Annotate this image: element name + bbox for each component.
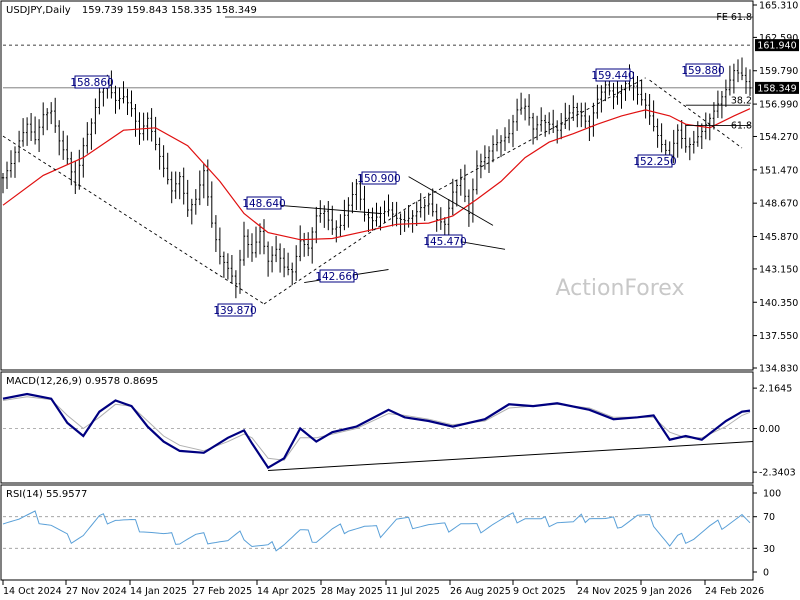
price-tag-label: 161.940 (757, 41, 796, 52)
price-tick-label: 156.990 (759, 100, 798, 111)
rsi-tick-label: 0 (763, 568, 769, 579)
annotation-box (319, 269, 355, 283)
x-tick-label: 9 Oct 2025 (513, 586, 566, 597)
annotation-box (361, 171, 397, 185)
macd-main-line (2, 392, 751, 470)
x-tick-label: 14 Jan 2025 (130, 586, 187, 597)
annotation-box (217, 303, 253, 317)
rsi-tick-label: 100 (763, 489, 781, 500)
fib-label: 38.2 (731, 95, 752, 106)
rsi-tick-label: 70 (763, 512, 775, 523)
annotation-box (427, 234, 463, 248)
annotation-box (246, 196, 282, 210)
macd-tick-label: 0.00 (759, 424, 780, 435)
price-tick-label: 140.350 (759, 298, 798, 309)
x-tick-label: 26 Aug 2025 (450, 586, 511, 597)
chart-title: USDJPY,Daily 159.739 159.843 158.335 158… (6, 5, 257, 16)
trendline (412, 77, 646, 205)
rsi-label: RSI(14) 55.9577 (6, 489, 87, 500)
moving-average-line (2, 108, 751, 241)
fib-label: 61.8 (731, 120, 752, 131)
macd-tick-label: 2.1645 (759, 384, 792, 395)
macd-layer (2, 392, 754, 471)
x-tick-label: 24 Feb 2026 (705, 586, 764, 597)
x-tick-label: 14 Apr 2025 (257, 586, 316, 597)
fib-label: FE 61.8 (716, 12, 752, 23)
macd-pane (0, 371, 754, 484)
annotation-label: 159.880 (681, 65, 724, 77)
price-tag-label: 158.349 (757, 83, 796, 94)
annotation-label: 145.470 (423, 236, 466, 248)
price-tick-label: 145.870 (759, 232, 798, 243)
price-layer: 158.860 148.640 139.870 142.660 150.900 145.4… (1, 12, 753, 317)
trendline (408, 176, 494, 226)
annotation-box (637, 154, 673, 168)
x-tick-label: 24 Nov 2025 (577, 586, 638, 597)
symbol-label: USDJPY,Daily (6, 5, 71, 16)
annotation-label: 148.640 (242, 198, 285, 210)
x-tick-label: 27 Feb 2025 (193, 586, 252, 597)
annotation-box (685, 63, 721, 77)
price-tick-label: 134.830 (759, 364, 798, 375)
price-tick-label: 159.790 (759, 66, 798, 77)
macd-trendline (268, 441, 754, 471)
macd-label: MACD(12,26,9) 0.9578 0.8695 (6, 376, 158, 387)
annotation-box (74, 75, 110, 89)
annotation-label: 158.860 (70, 77, 113, 89)
price-tick-label: 137.550 (759, 331, 798, 342)
price-tick-label: 148.670 (759, 199, 798, 210)
price-tick-label: 143.150 (759, 264, 798, 275)
annotation-box (595, 68, 631, 82)
price-tick-label: 154.270 (759, 132, 798, 143)
price-tag (755, 39, 799, 52)
price-tag (755, 81, 799, 94)
price-tick-label: 162.590 (759, 33, 798, 44)
annotation-label: 152.250 (633, 156, 676, 168)
rsi-line (2, 510, 751, 552)
macd-signal-line (2, 396, 751, 461)
price-tick-label: 151.470 (759, 165, 798, 176)
annotation-label: 150.900 (357, 173, 400, 185)
macd-tick-label: -2.3403 (759, 468, 796, 479)
rsi-layer (2, 510, 753, 552)
annotation-label: 139.870 (213, 305, 256, 317)
x-tick-label: 14 Oct 2024 (3, 586, 62, 597)
x-tick-label: 28 May 2025 (321, 586, 383, 597)
x-tick-label: 27 Nov 2024 (66, 586, 127, 597)
rsi-pane (0, 484, 754, 581)
annotation-label: 142.660 (315, 271, 358, 283)
trendline (649, 79, 743, 149)
ohlc-label: 159.739 159.843 158.335 158.349 (82, 5, 257, 16)
trendline (2, 135, 265, 305)
x-tick-label: 11 Jul 2025 (386, 586, 440, 597)
price-pane (0, 0, 754, 371)
x-tick-label: 9 Jan 2026 (641, 586, 692, 597)
annotation-label: 159.440 (591, 70, 634, 82)
price-tick-label: 165.310 (759, 1, 798, 12)
watermark: ActionForex (556, 276, 685, 301)
rsi-tick-label: 30 (763, 544, 775, 555)
